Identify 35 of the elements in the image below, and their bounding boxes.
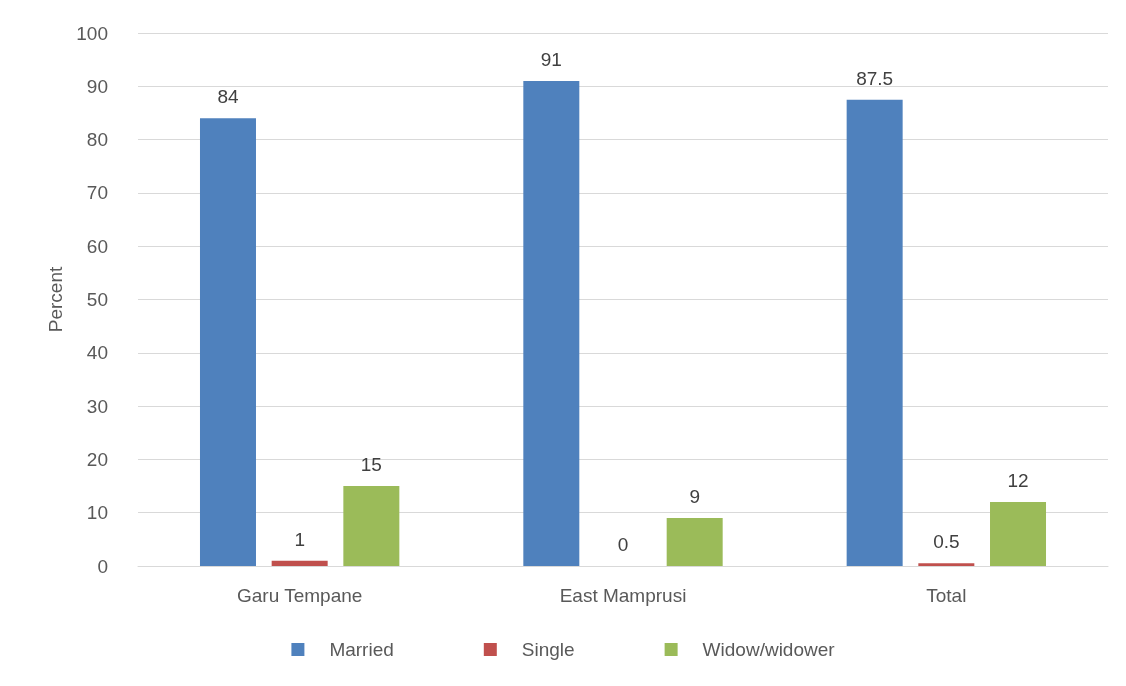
data-label: 15 xyxy=(360,454,382,476)
bar xyxy=(918,563,975,566)
data-label: 12 xyxy=(1007,470,1029,492)
data-label: 1 xyxy=(294,528,305,550)
bar xyxy=(846,99,903,566)
data-label: 0 xyxy=(617,534,629,555)
y-axis-title: Percent xyxy=(45,266,67,333)
data-label: 87.5 xyxy=(856,67,894,89)
bar xyxy=(343,486,400,566)
y-tick-label: 70 xyxy=(86,182,108,204)
y-tick-label: 60 xyxy=(86,235,108,257)
bar xyxy=(523,80,580,566)
legend-label: Widow/widower xyxy=(702,639,836,660)
bar xyxy=(271,560,328,566)
data-label: 9 xyxy=(689,486,700,508)
y-tick-label: 20 xyxy=(86,448,108,470)
y-tick-label: 30 xyxy=(86,395,108,417)
bar xyxy=(666,518,723,566)
y-tick-label: 50 xyxy=(86,289,108,310)
bar xyxy=(199,118,256,566)
bar xyxy=(990,502,1047,566)
y-tick-label: 80 xyxy=(86,129,108,151)
y-tick-label: 40 xyxy=(86,342,108,364)
legend-label: Single xyxy=(521,639,575,660)
x-tick-label: Garu Tempane xyxy=(236,585,363,606)
y-tick-label: 10 xyxy=(86,502,108,524)
y-tick-label: 0 xyxy=(97,555,108,577)
legend-label: Married xyxy=(329,639,394,660)
data-label: 0.5 xyxy=(933,531,960,553)
y-tick-label: 90 xyxy=(86,75,108,97)
y-tick-label: 100 xyxy=(76,22,108,44)
data-label: 91 xyxy=(540,48,562,70)
x-tick-label: East Mamprusi xyxy=(559,585,687,606)
x-tick-label: Total xyxy=(926,585,967,606)
data-label: 84 xyxy=(217,86,239,108)
